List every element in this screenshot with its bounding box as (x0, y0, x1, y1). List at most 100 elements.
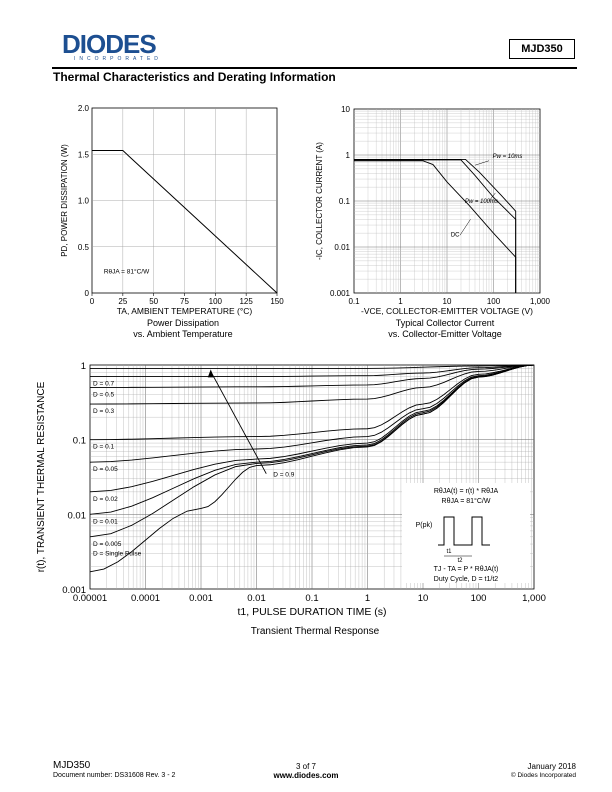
chart1-x-tick-label: 75 (180, 297, 189, 306)
chart3-x-tick-label: 0.1 (305, 593, 318, 604)
chart3-d09-arrowhead (207, 369, 214, 378)
chart2-leader-pw100 (488, 192, 496, 202)
footer-copyright: © Diodes Incorporated (510, 772, 576, 779)
chart3-curve-label: D = 0.3 (93, 408, 115, 415)
chart3-inset-ppk: P(pk) (416, 522, 433, 529)
logo-wordmark: DIODES (62, 29, 157, 59)
chart3-curve-label: D = 0.9 (273, 472, 295, 479)
chart2-caption: Typical Collector Current vs. Collector-… (350, 318, 540, 340)
chart3-x-tick-label: 0.00001 (73, 593, 107, 604)
chart2-y-tick-label: 0.1 (339, 197, 351, 206)
chart2-y-tick-label: 0.001 (330, 289, 351, 298)
chart3-inset-pulse (438, 516, 490, 546)
chart3-curve-label: D = Single Pulse (93, 551, 142, 558)
chart1-x-label: TA, AMBIENT TEMPERATURE (°C) (117, 306, 253, 316)
chart3-y-tick-label: 1 (81, 361, 86, 372)
chart2-label-pw10: Pw = 10ms (493, 154, 523, 160)
chart3-curve-label: D = 0.7 (93, 381, 115, 388)
chart3-series-9 (90, 364, 535, 369)
chart2-label-dc: DC (451, 232, 460, 238)
chart3-curve-label: D = 0.05 (93, 466, 118, 473)
chart1-y-label: PD, POWER DISSIPATION (W) (60, 144, 69, 257)
chart2-y-label: -IC, COLLECTOR CURRENT (A) (315, 142, 324, 260)
chart2-x-tick-label: 1 (398, 297, 403, 306)
chart3-x-label: t1, PULSE DURATION TIME (s) (238, 606, 387, 618)
chart3-inset-line2: RθJA = 81°C/W (442, 497, 491, 505)
footer-date: January 2018 (527, 762, 576, 771)
chart2-leader-pw10 (474, 160, 490, 166)
part-number: MJD350 (521, 43, 563, 55)
chart3-curve-label: D = 0.005 (93, 541, 122, 548)
chart3-x-tick-label: 1,000 (522, 593, 546, 604)
chart1-caption-line1: Power Dissipation (146, 318, 220, 328)
footer-url[interactable]: www.diodes.com (273, 771, 339, 780)
chart2-y-tick-label: 1 (346, 151, 351, 160)
part-number-box: MJD350 (509, 39, 575, 59)
chart1-x-tick-label: 0 (90, 297, 95, 306)
chart3-curve-label: D = 0.1 (93, 444, 115, 451)
chart2-y-tick-label: 0.01 (334, 243, 350, 252)
chart2-x-label: -VCE, COLLECTOR-EMITTER VOLTAGE (V) (361, 306, 533, 316)
chart3-inset-line1: RθJA(t) = r(t) * RθJA (434, 488, 499, 495)
chart3-series-8 (89, 364, 535, 573)
chart1-x-tick-label: 125 (239, 297, 253, 306)
chart2-caption-line2: vs. Collector-Emitter Voltage (388, 329, 502, 339)
chart3-inset-line3: TJ - TA = P * RθJA(t) (434, 566, 499, 573)
chart3-inset-t1: t1 (446, 549, 452, 555)
chart2-leader-dc (459, 219, 471, 236)
diodes-logo: DIODES INCORPORATED (62, 29, 172, 64)
chart2-series-0 (354, 160, 517, 293)
chart1-y-tick-label: 0 (85, 289, 90, 298)
footer-right: January 2018 © Diodes Incorporated (470, 762, 576, 780)
chart1-x-tick-label: 100 (209, 297, 223, 306)
chart2-x-tick-label: 10 (443, 297, 452, 306)
chart1-x-tick-label: 25 (118, 297, 127, 306)
chart3-curve-label: D = 0.02 (93, 496, 118, 503)
chart1-x-tick-label: 150 (270, 297, 284, 306)
footer-part: MJD350 (53, 760, 91, 771)
chart3-series-1 (89, 364, 535, 388)
chart2-series-2 (354, 159, 517, 293)
section-title: Thermal Characteristics and Derating Inf… (53, 70, 336, 84)
chart3-y-label: r(t), TRANSIENT THERMAL RESISTANCE (36, 381, 47, 572)
chart3-x-tick-label: 0.01 (247, 593, 266, 604)
power-dissipation-chart: 0 25 50 75 100 125 150 0 0.5 1.0 1.5 2.0 RθJA = 81°C… (60, 104, 284, 316)
transient-thermal-chart: 0.00001 0.0001 0.001 0.01 0.1 1 10 100 1,000 0.00… (36, 361, 546, 618)
chart3-inset-line4: Duty Cycle, D = t1/t2 (434, 576, 498, 583)
chart2-x-tick-label: 100 (487, 297, 501, 306)
chart1-y-tick-label: 2.0 (78, 104, 90, 113)
chart3-series-3 (89, 364, 535, 441)
chart1-annotation: RθJA = 81°C/W (104, 268, 150, 276)
chart1-caption: Power Dissipation vs. Ambient Temperatur… (90, 318, 276, 340)
chart3-caption-line1: Transient Thermal Response (250, 626, 380, 637)
chart2-x-tick-label: 0.1 (348, 297, 360, 306)
logo-subtext: INCORPORATED (74, 56, 162, 62)
chart1-caption-line2: vs. Ambient Temperature (133, 329, 233, 339)
chart3-series-2 (89, 364, 535, 405)
footer-left: MJD350 Document number: DS31608 Rev. 3 -… (53, 761, 175, 780)
chart3-x-tick-label: 1 (365, 593, 370, 604)
chart2-caption-line1: Typical Collector Current (395, 318, 495, 328)
collector-current-chart: 0.1 1 10 100 1,000 0.001 0.01 0.1 1 10 Pw = 10ms Pw… (315, 105, 551, 316)
chart3-inset-bg (402, 483, 530, 583)
chart3-curve-label: D = 0.5 (93, 391, 115, 398)
chart3-x-tick-label: 10 (418, 593, 429, 604)
chart3-d09-arrow (210, 371, 267, 474)
chart1-x-tick-label: 50 (149, 297, 158, 306)
header-rule (52, 67, 577, 69)
footer-page: 3 of 7 (295, 762, 316, 771)
chart2-x-tick-label: 1,000 (530, 297, 551, 306)
chart3-x-tick-label: 0.0001 (131, 593, 160, 604)
chart1-y-tick-label: 1.5 (78, 150, 90, 159)
chart3-series-0 (90, 364, 535, 378)
chart1-series-pd (92, 150, 278, 294)
chart3-inset-t2: t2 (457, 558, 463, 564)
footer-center: 3 of 7 www.diodes.com (260, 762, 352, 780)
chart3-y-tick-label: 0.01 (68, 510, 87, 521)
chart3-y-tick-label: 0.001 (62, 585, 86, 596)
chart2-label-pw100: Pw = 100ms (465, 199, 498, 205)
chart3-series-4 (89, 364, 535, 463)
chart3-curve-label: D = 0.01 (93, 518, 118, 525)
chart3-x-tick-label: 0.001 (189, 593, 213, 604)
chart3-caption: Transient Thermal Response (90, 626, 540, 637)
